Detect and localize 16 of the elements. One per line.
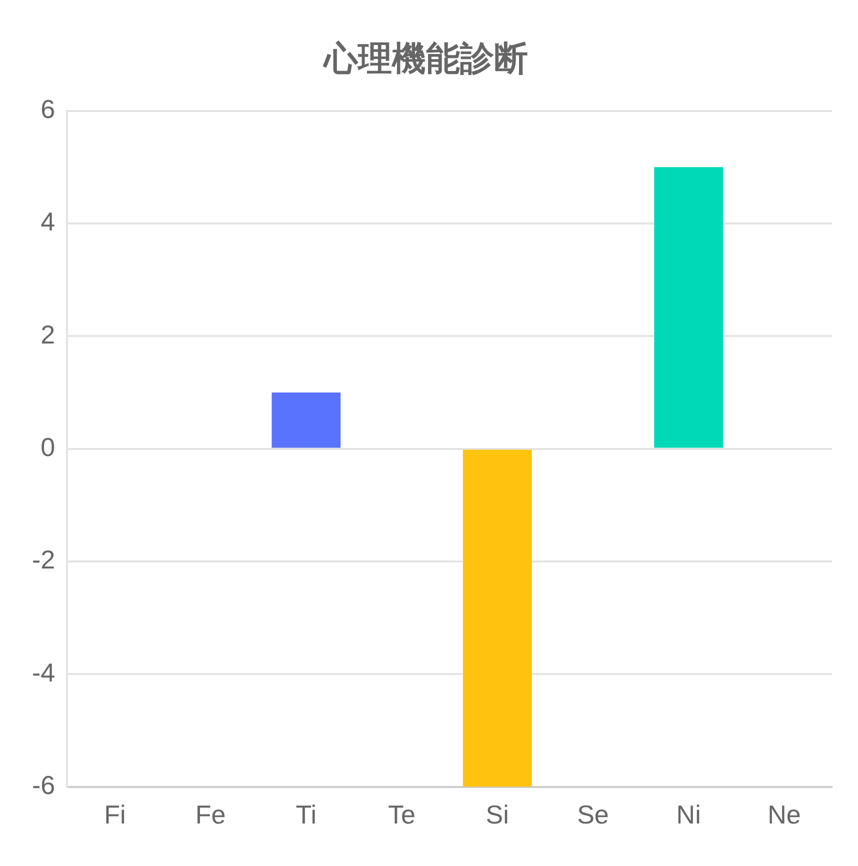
x-tick-label: Ti <box>296 800 316 830</box>
y-tick-label: -4 <box>32 657 56 688</box>
chart-title: 心理機能診断 <box>322 40 528 78</box>
x-tick-label: Fe <box>195 800 226 830</box>
y-tick-label: 6 <box>40 94 56 124</box>
x-tick-label: Ne <box>768 800 801 830</box>
y-tick-label: 4 <box>40 206 56 237</box>
y-tick-label: -6 <box>32 770 56 800</box>
x-tick-label: Fi <box>104 800 126 830</box>
x-tick-label: Si <box>486 800 509 830</box>
y-tick-label: -2 <box>32 544 56 575</box>
x-tick-label: Ni <box>676 800 701 830</box>
y-tick-label: 2 <box>40 319 56 350</box>
x-tick-label: Se <box>577 800 609 830</box>
x-tick-label: Te <box>388 800 416 830</box>
y-tick-label: 0 <box>40 432 56 462</box>
